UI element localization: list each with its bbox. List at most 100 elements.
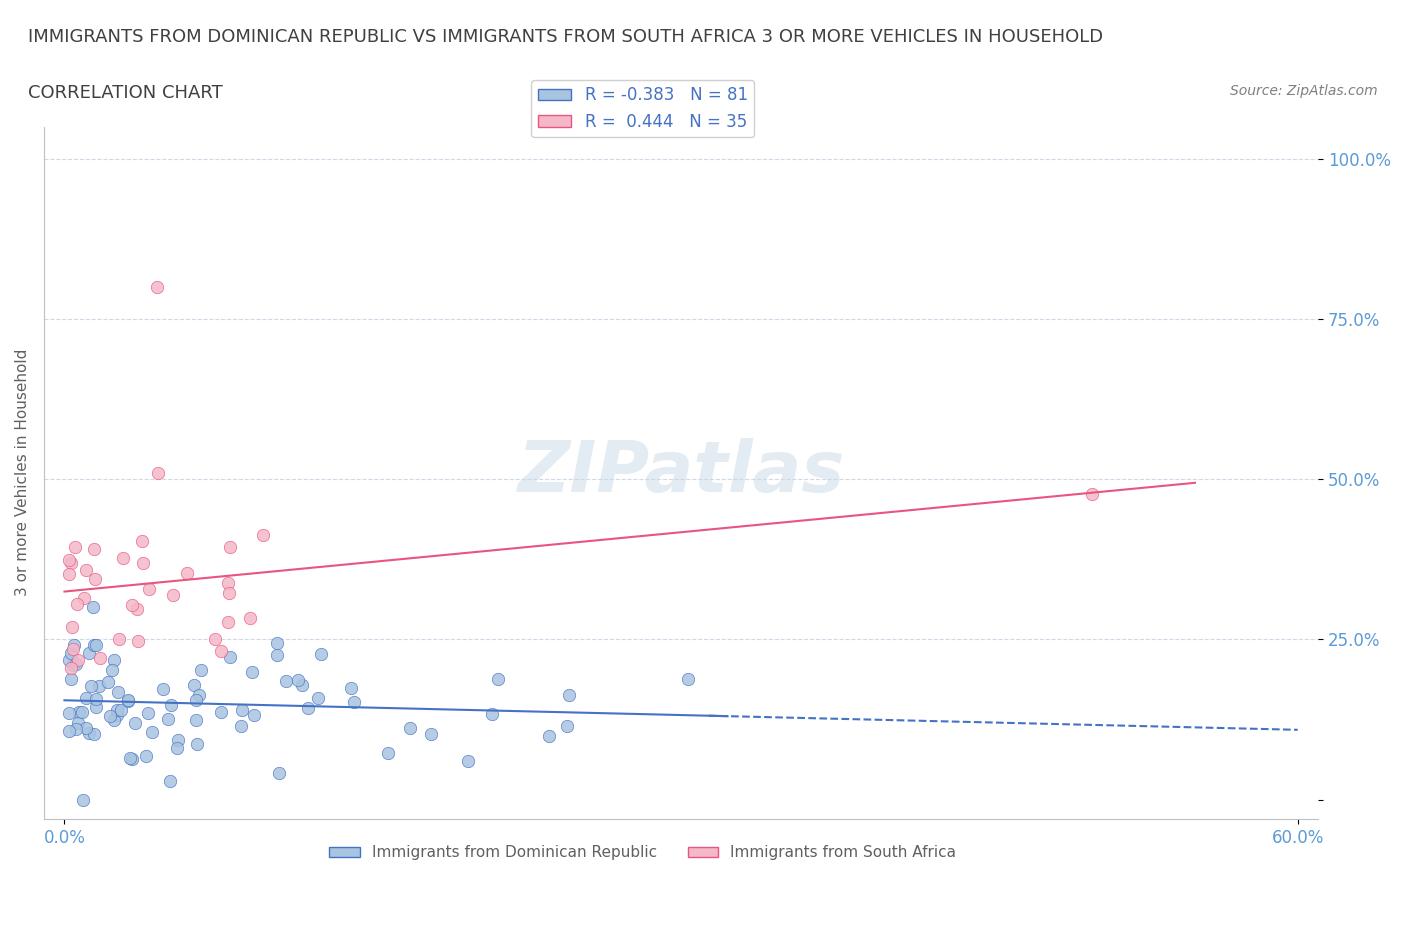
- Point: [73, 591, 96, 605]
- Point: [398, 720, 420, 735]
- Point: [557, 687, 579, 702]
- Point: [63, 637, 86, 652]
- Point: [67, 705, 90, 720]
- Point: [75, 563, 97, 578]
- Point: [98, 709, 121, 724]
- Point: [157, 711, 180, 726]
- Point: [160, 698, 183, 713]
- Point: [186, 737, 208, 751]
- Point: [83, 637, 105, 652]
- Point: [209, 705, 232, 720]
- Point: [152, 682, 174, 697]
- Point: [141, 724, 163, 739]
- Point: [138, 581, 160, 596]
- Point: [75, 721, 97, 736]
- Point: [184, 693, 207, 708]
- Point: [67, 653, 90, 668]
- Text: CORRELATION CHART: CORRELATION CHART: [28, 84, 224, 101]
- Point: [58, 566, 80, 581]
- Point: [60, 660, 83, 675]
- Point: [107, 684, 129, 699]
- Text: ZIPatlas: ZIPatlas: [517, 438, 845, 507]
- Point: [111, 551, 134, 565]
- Point: [217, 614, 239, 629]
- Point: [538, 729, 561, 744]
- Point: [252, 528, 274, 543]
- Point: [204, 631, 226, 646]
- Point: [307, 691, 329, 706]
- Point: [101, 663, 124, 678]
- Point: [58, 653, 80, 668]
- Point: [184, 712, 207, 727]
- Point: [274, 673, 297, 688]
- Point: [80, 679, 103, 694]
- Point: [297, 700, 319, 715]
- Point: [457, 753, 479, 768]
- Point: [121, 597, 143, 612]
- Point: [103, 652, 125, 667]
- Point: [339, 681, 361, 696]
- Point: [70, 705, 93, 720]
- Point: [75, 690, 97, 705]
- Point: [219, 539, 242, 554]
- Point: [82, 600, 104, 615]
- Point: [60, 645, 83, 660]
- Point: [120, 751, 142, 765]
- Point: [59, 555, 82, 570]
- Point: [121, 751, 143, 766]
- Point: [343, 695, 366, 710]
- Point: [77, 725, 100, 740]
- Point: [105, 708, 128, 723]
- Point: [146, 466, 169, 481]
- Point: [167, 732, 190, 747]
- Point: [117, 694, 139, 709]
- Point: [217, 576, 239, 591]
- Point: [89, 650, 111, 665]
- Point: [229, 719, 252, 734]
- Legend: Immigrants from Dominican Republic, Immigrants from South Africa: Immigrants from Dominican Republic, Immi…: [323, 840, 963, 867]
- Point: [96, 674, 118, 689]
- Point: [84, 691, 107, 706]
- Point: [240, 665, 263, 680]
- Point: [127, 634, 149, 649]
- Point: [60, 671, 83, 686]
- Point: [266, 647, 288, 662]
- Point: [58, 724, 80, 738]
- Text: Source: ZipAtlas.com: Source: ZipAtlas.com: [1230, 84, 1378, 98]
- Point: [83, 542, 105, 557]
- Point: [218, 586, 240, 601]
- Point: [481, 707, 503, 722]
- Point: [125, 602, 148, 617]
- Point: [58, 705, 80, 720]
- Point: [377, 746, 399, 761]
- Point: [188, 687, 211, 702]
- Point: [66, 596, 89, 611]
- Point: [209, 644, 232, 658]
- Point: [107, 632, 129, 647]
- Point: [555, 719, 578, 734]
- Y-axis label: 3 or more Vehicles in Household: 3 or more Vehicles in Household: [15, 349, 30, 596]
- Point: [87, 679, 110, 694]
- Point: [239, 610, 262, 625]
- Point: [105, 702, 128, 717]
- Point: [66, 716, 89, 731]
- Text: IMMIGRANTS FROM DOMINICAN REPUBLIC VS IMMIGRANTS FROM SOUTH AFRICA 3 OR MORE VEH: IMMIGRANTS FROM DOMINICAN REPUBLIC VS IM…: [28, 28, 1104, 46]
- Point: [58, 552, 80, 567]
- Point: [486, 671, 509, 686]
- Point: [65, 721, 87, 736]
- Point: [176, 565, 198, 580]
- Point: [60, 619, 83, 634]
- Point: [159, 774, 181, 789]
- Point: [84, 572, 107, 587]
- Point: [117, 693, 139, 708]
- Point: [65, 657, 87, 671]
- Point: [124, 716, 146, 731]
- Point: [190, 662, 212, 677]
- Point: [231, 702, 253, 717]
- Point: [162, 588, 184, 603]
- Point: [1081, 487, 1104, 502]
- Point: [131, 533, 153, 548]
- Point: [63, 539, 86, 554]
- Point: [266, 636, 288, 651]
- Point: [62, 658, 84, 673]
